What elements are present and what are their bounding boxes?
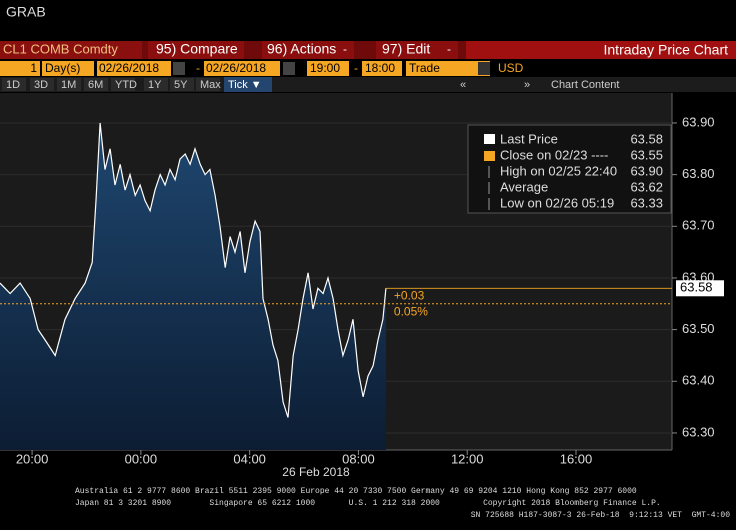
footer-line: Japan 81 3 3201 8900 Singapore 65 6212 1… bbox=[75, 499, 661, 508]
interval: Tick ▼ bbox=[228, 79, 262, 91]
input-field[interactable] bbox=[362, 61, 402, 76]
input-field[interactable] bbox=[406, 61, 490, 76]
legend-swatch bbox=[484, 134, 495, 144]
range-button[interactable] bbox=[111, 78, 135, 91]
range-button[interactable] bbox=[170, 78, 194, 91]
input-field[interactable] bbox=[204, 61, 280, 76]
x-tick-label: 08:00 bbox=[342, 451, 375, 466]
legend-value: 63.55 bbox=[630, 147, 663, 162]
start-date: 02/26/2018 bbox=[99, 61, 159, 75]
window-title: GRAB bbox=[6, 4, 46, 20]
range-button[interactable] bbox=[2, 78, 26, 91]
x-tick-label: 12:00 bbox=[451, 451, 484, 466]
period-count: 1 bbox=[30, 61, 37, 75]
interval-button[interactable] bbox=[224, 77, 272, 92]
legend-label: Low on 02/26 05:19 bbox=[500, 195, 614, 210]
x-tick-label: 20:00 bbox=[16, 451, 49, 466]
change-annotation: 0.05% bbox=[394, 304, 428, 318]
y-tick-label: 63.90 bbox=[682, 114, 715, 129]
dropdown-button[interactable] bbox=[478, 62, 490, 75]
last-price-box bbox=[676, 280, 724, 297]
end-time: 18:00 bbox=[365, 61, 395, 75]
scroll-right[interactable]: » bbox=[524, 79, 530, 91]
legend-value: 63.62 bbox=[630, 179, 663, 194]
range-label: Max bbox=[200, 79, 221, 91]
separator: - bbox=[196, 61, 200, 75]
range-label: 1D bbox=[6, 79, 20, 91]
range-button[interactable] bbox=[84, 78, 108, 91]
legend-label: High on 02/25 22:40 bbox=[500, 163, 617, 178]
price-area bbox=[0, 123, 386, 450]
range-button[interactable] bbox=[144, 78, 168, 91]
range-label: 5Y bbox=[174, 79, 188, 91]
x-tick-label: 00:00 bbox=[125, 451, 158, 466]
legend-label: Average bbox=[500, 179, 548, 194]
y-tick-label: 63.70 bbox=[682, 218, 715, 233]
scroll-left[interactable]: « bbox=[460, 79, 466, 91]
input-field[interactable] bbox=[0, 61, 40, 76]
menu-button[interactable] bbox=[376, 41, 458, 59]
range-label: 1M bbox=[61, 79, 76, 91]
last-price-label: 63.58 bbox=[680, 280, 713, 295]
range-button[interactable] bbox=[57, 78, 81, 91]
menu-label: 95) Compare bbox=[156, 41, 238, 57]
range-button[interactable] bbox=[196, 78, 220, 91]
menu-label: 96) Actions bbox=[267, 41, 336, 57]
chart-content[interactable]: Chart Content bbox=[551, 79, 619, 91]
price-line bbox=[0, 122, 387, 418]
legend-label: Close on 02/23 ---- bbox=[500, 147, 608, 162]
end-date: 02/26/2018 bbox=[206, 61, 266, 75]
period-unit: Day(s) bbox=[45, 61, 80, 75]
input-field[interactable] bbox=[97, 61, 171, 76]
calendar-icon[interactable] bbox=[283, 62, 295, 75]
view-title-bar bbox=[466, 41, 736, 59]
x-tick-label: 16:00 bbox=[560, 451, 593, 466]
y-tick-label: 63.40 bbox=[682, 373, 715, 388]
range-label: 1Y bbox=[148, 79, 162, 91]
footer-line: SN 725688 H187-3087-3 26-Feb-18 9:12:13 … bbox=[471, 511, 730, 520]
range-bar bbox=[0, 77, 736, 92]
menu-label: 97) Edit bbox=[382, 41, 430, 57]
legend-swatch bbox=[484, 151, 495, 161]
legend-value: 63.58 bbox=[630, 131, 663, 146]
x-tick-label: 04:00 bbox=[233, 451, 266, 466]
legend-value: 63.90 bbox=[630, 163, 663, 178]
y-tick-label: 63.50 bbox=[682, 321, 715, 336]
legend: Last Price 63.58 Close on 02/23 ---- 63.55 H… bbox=[467, 124, 672, 214]
currency: USD bbox=[498, 61, 524, 75]
footer-line: Australia 61 2 9777 8600 Brazil 5511 239… bbox=[75, 487, 637, 496]
input-field[interactable] bbox=[42, 61, 94, 76]
dropdown-arrow: - bbox=[447, 42, 451, 56]
start-time: 19:00 bbox=[310, 61, 340, 75]
range-button[interactable] bbox=[30, 78, 54, 91]
y-tick-label: 63.30 bbox=[682, 424, 715, 439]
y-tick-label: 63.80 bbox=[682, 166, 715, 181]
input-field[interactable] bbox=[307, 61, 349, 76]
legend-box bbox=[467, 124, 672, 214]
menu-button[interactable] bbox=[148, 41, 244, 59]
x-axis-label: 26 Feb 2018 bbox=[282, 465, 350, 479]
range-label: 3D bbox=[34, 79, 48, 91]
menu-button[interactable] bbox=[262, 41, 354, 59]
security-field[interactable] bbox=[0, 41, 142, 59]
range-label: YTD bbox=[115, 79, 137, 91]
event: Trade bbox=[409, 61, 440, 75]
range-label: 6M bbox=[88, 79, 103, 91]
dropdown-arrow: - bbox=[343, 42, 347, 56]
security: CL1 COMB Comdty bbox=[3, 41, 118, 56]
legend-value: 63.33 bbox=[630, 195, 663, 210]
change-annotation: +0.03 bbox=[394, 288, 425, 302]
calendar-icon[interactable] bbox=[173, 62, 185, 75]
separator: - bbox=[354, 61, 358, 75]
legend-label: Last Price bbox=[500, 131, 558, 146]
view-title: Intraday Price Chart bbox=[604, 42, 729, 58]
